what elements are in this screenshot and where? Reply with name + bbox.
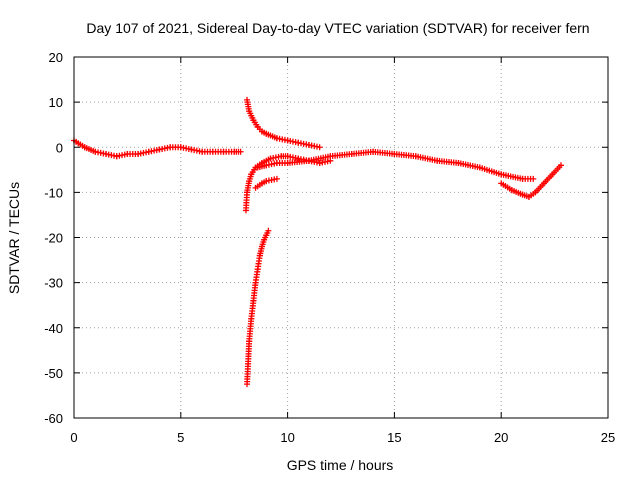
y-tick-label: -40 xyxy=(44,321,63,336)
data-point xyxy=(327,157,334,164)
axis-ticks: 0 5 10 15 20 25 20 10 0 -10 -20 -30 -40 -50 -60 xyxy=(44,50,615,445)
y-tick-label: -60 xyxy=(44,411,63,426)
series-arc-5 xyxy=(252,175,280,191)
y-tick-label: -30 xyxy=(44,276,63,291)
y-tick-label: 20 xyxy=(49,50,63,65)
x-tick-label: 0 xyxy=(70,430,77,445)
chart-title: Day 107 of 2021, Sidereal Day-to-day VTE… xyxy=(86,20,589,36)
series-arc-2 xyxy=(244,96,323,151)
data-point xyxy=(265,227,272,234)
data-point xyxy=(273,175,280,182)
x-tick-label: 10 xyxy=(280,430,294,445)
data-point xyxy=(530,175,537,182)
y-tick-label: 10 xyxy=(49,95,63,110)
series-arc-1 xyxy=(71,137,244,160)
x-tick-label: 15 xyxy=(387,430,401,445)
series-arc-4 xyxy=(244,227,272,388)
data-points xyxy=(71,96,565,388)
series-arc-3 xyxy=(242,153,291,214)
data-point xyxy=(316,144,323,151)
y-tick-label: 0 xyxy=(56,140,63,155)
x-tick-label: 5 xyxy=(177,430,184,445)
data-point xyxy=(558,162,565,169)
y-tick-label: -50 xyxy=(44,366,63,381)
x-tick-label: 20 xyxy=(494,430,508,445)
data-point xyxy=(237,148,244,155)
grid-lines xyxy=(74,57,608,418)
y-tick-label: -10 xyxy=(44,185,63,200)
y-axis-label: SDTVAR / TECUs xyxy=(6,182,22,294)
x-axis-label: GPS time / hours xyxy=(287,457,394,473)
series-arc-6 xyxy=(254,148,537,182)
series-arc-7 xyxy=(284,153,334,167)
series-arc-8 xyxy=(498,162,565,200)
x-tick-label: 25 xyxy=(601,430,615,445)
y-tick-label: -20 xyxy=(44,231,63,246)
